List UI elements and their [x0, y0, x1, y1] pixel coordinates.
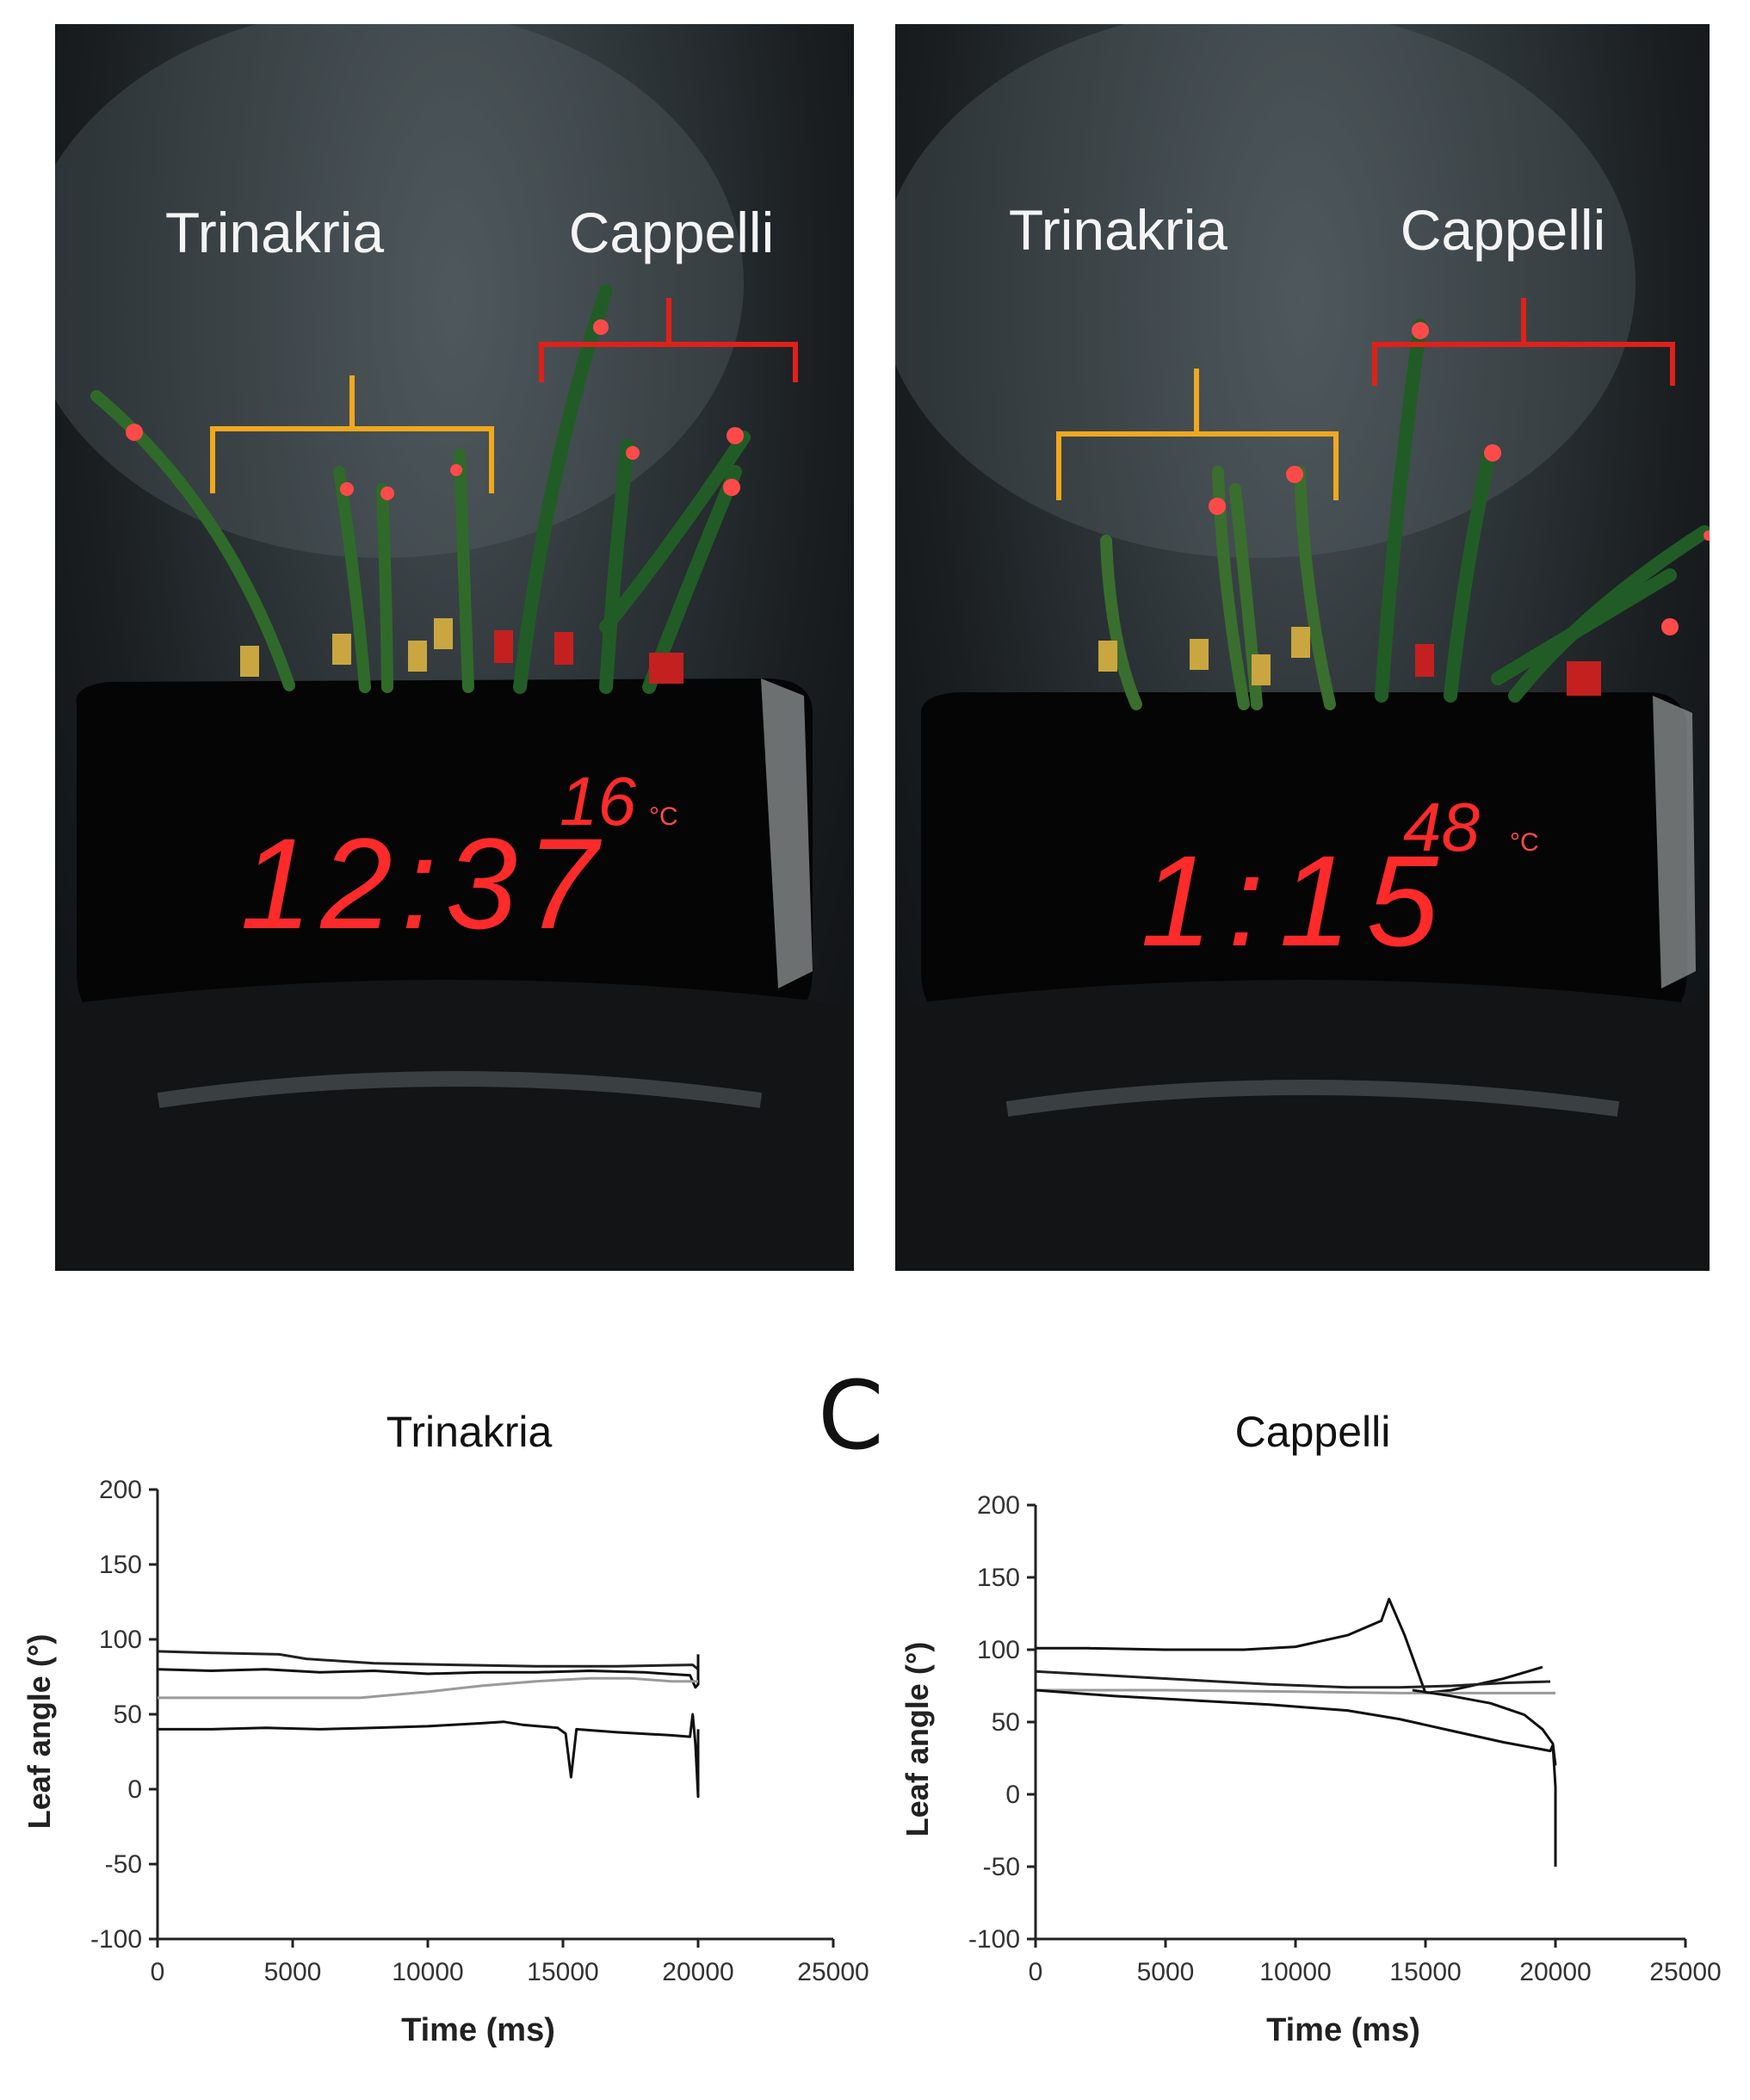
clock-temperature: 48 — [1403, 789, 1480, 865]
x-tick-label: 5000 — [1137, 1958, 1195, 1986]
y-tick-label: -100 — [968, 1925, 1020, 1954]
y-tick-label: 0 — [127, 1775, 142, 1804]
x-axis-label: Time (ms) — [401, 2012, 555, 2048]
cultivar-label-left: Trinakria — [1009, 198, 1228, 262]
x-tick-label: 10000 — [1259, 1958, 1331, 1986]
photo-panel-right: Trinakria Cappelli 1:15 48 °C — [895, 24, 1710, 1271]
photo-panel-left: Trinakria Cappelli 12:37 16 °C — [55, 24, 854, 1271]
series-line-4 — [158, 1713, 700, 1799]
x-tick-label: 0 — [1029, 1958, 1043, 1986]
x-tick-label: 20000 — [1519, 1958, 1591, 1986]
x-tick-label: 0 — [151, 1958, 165, 1986]
series-line-1 — [1036, 1597, 1543, 1694]
panel-letter: C — [818, 1360, 884, 1471]
x-tick-label: 25000 — [1649, 1958, 1721, 1986]
x-tick-label: 15000 — [527, 1958, 598, 1986]
chart-cappelli: Cappelli 200 150 100 50 0 -50 -100 0 5000 10000 150… — [869, 1395, 1750, 2088]
clock-time: 12:37 — [240, 811, 606, 956]
series-line-1 — [157, 1650, 699, 1670]
clock-time: 1:15 — [1141, 828, 1454, 973]
x-axis-label: Time (ms) — [1266, 2012, 1420, 2048]
chart-title: Cappelli — [1235, 1408, 1391, 1456]
y-tick-label: 100 — [977, 1636, 1020, 1664]
clock-temperature-unit: °C — [1510, 828, 1539, 857]
cultivar-label-right: Cappelli — [569, 201, 774, 264]
y-tick-label: 150 — [99, 1551, 142, 1579]
chart-title: Trinakria — [386, 1408, 553, 1456]
cultivar-label-right: Cappelli — [1401, 198, 1605, 262]
chart-trinakria: Trinakria 200 150 100 50 0 -50 -100 0 5000 10000 15… — [0, 1395, 869, 2088]
x-tick-label: 25000 — [797, 1958, 869, 1986]
y-tick-label: -100 — [90, 1925, 142, 1954]
y-tick-label: 200 — [99, 1476, 142, 1504]
series-line-2 — [1035, 1669, 1551, 1689]
y-axis-label: Leaf angle (°) — [22, 1634, 57, 1829]
series-line-4 — [1035, 1688, 1557, 1867]
y-tick-label: 50 — [992, 1708, 1020, 1737]
x-tick-label: 20000 — [662, 1958, 733, 1986]
chart-trinakria-svg: Trinakria 200 150 100 50 0 -50 -100 0 5000 10000 15… — [22, 1408, 869, 2048]
x-tick-label: 10000 — [392, 1958, 463, 1986]
y-axis-label: Leaf angle (°) — [900, 1642, 935, 1837]
y-tick-label: -50 — [105, 1850, 142, 1879]
x-tick-label: 15000 — [1389, 1958, 1461, 1986]
clock-temperature: 16 — [560, 763, 636, 839]
series-line-3 — [158, 1676, 698, 1700]
series-line-3 — [1036, 1688, 1555, 1694]
series-line-5 — [1412, 1688, 1557, 1766]
clock-temperature-unit: °C — [649, 802, 678, 831]
y-tick-label: 50 — [114, 1700, 142, 1729]
y-tick-label: 100 — [99, 1626, 142, 1654]
chart-cappelli-svg: Cappelli 200 150 100 50 0 -50 -100 0 5000 10000 150… — [900, 1408, 1722, 2048]
x-tick-label: 5000 — [264, 1958, 322, 1986]
y-tick-label: 150 — [977, 1564, 1020, 1592]
y-tick-label: -50 — [983, 1853, 1020, 1881]
y-tick-label: 200 — [977, 1491, 1020, 1520]
cultivar-label-left: Trinakria — [165, 201, 385, 264]
series-line-2 — [157, 1654, 700, 1689]
y-tick-label: 0 — [1005, 1781, 1020, 1809]
